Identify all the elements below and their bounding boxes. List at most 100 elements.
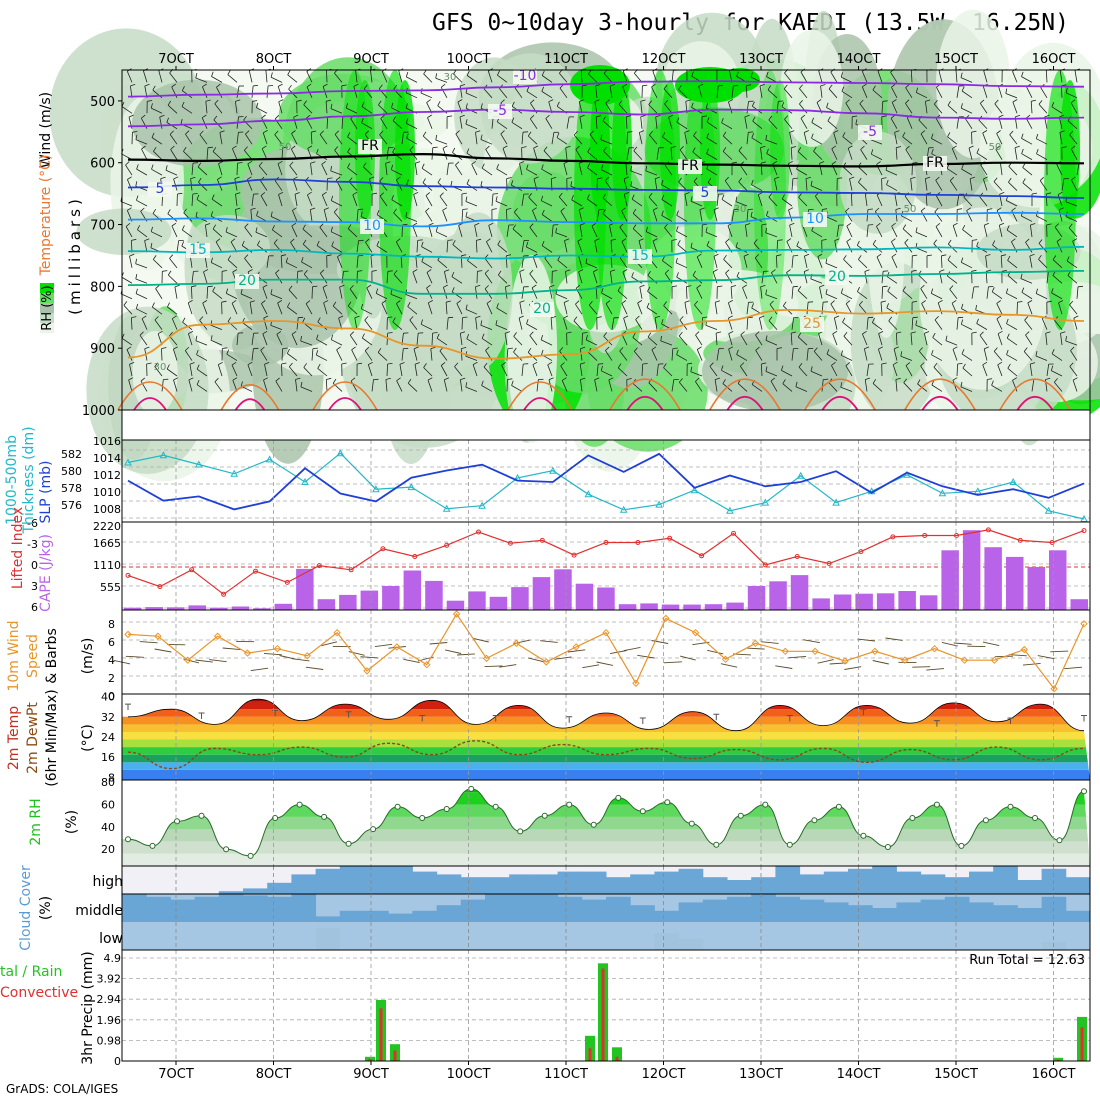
- upper-wind-barb: [531, 287, 538, 299]
- upper-wind-barb: [765, 371, 778, 377]
- upper-wind-barb-feather: [621, 300, 627, 304]
- cloud-cell: [218, 891, 244, 894]
- upper-wind-barb-feather: [1065, 87, 1068, 93]
- upper-wind-barb: [701, 317, 703, 330]
- upper-wind-barb: [619, 257, 628, 269]
- upper-wind-barb: [413, 194, 418, 207]
- slp-line: [127, 452, 1085, 511]
- upper-wind-barb: [354, 317, 358, 330]
- upper-wind-barb-feather: [1031, 99, 1037, 102]
- wind10m-point: [960, 656, 969, 664]
- precip-panel: 4.93.922.941.960.980: [97, 952, 1090, 1068]
- wind10m-barb: [250, 667, 269, 672]
- upper-wind-barb-feather: [991, 380, 994, 386]
- upper-wind-barb: [497, 74, 508, 83]
- isotherm-label-bg: [800, 317, 824, 332]
- upper-wind-barb: [497, 244, 508, 253]
- thick-tick: 578: [61, 482, 82, 495]
- upper-wind-barb: [610, 255, 613, 268]
- upper-wind-barb-feather: [602, 193, 606, 199]
- upper-wind-barb-feather: [1044, 114, 1050, 118]
- upper-wind-barb: [521, 364, 524, 377]
- upper-wind-barb-feather: [529, 331, 534, 336]
- wind10m-point: [184, 656, 192, 664]
- upper-wind-barb-feather: [376, 241, 380, 246]
- upper-wind-barb: [251, 85, 254, 98]
- upper-wind-barb: [431, 333, 433, 346]
- upper-wind-barb-feather: [218, 361, 223, 365]
- upper-wind-barb: [519, 163, 523, 176]
- upper-wind-barb-feather: [931, 349, 934, 355]
- temp-minmax-marker: [1081, 715, 1087, 722]
- upper-wind-barb-feather: [288, 84, 292, 90]
- upper-wind-barb-feather: [735, 196, 738, 202]
- upper-wind-barb-feather: [751, 179, 754, 185]
- upper-wind-barb-feather: [813, 347, 818, 352]
- upper-wind-barb: [392, 321, 403, 330]
- upper-wind-barb: [181, 106, 193, 114]
- upper-wind-barb: [745, 85, 748, 98]
- upper-wind-barb-feather: [675, 257, 678, 263]
- upper-wind-barb: [386, 271, 389, 284]
- thickness-point: [761, 498, 770, 506]
- cloud-cell: [1041, 868, 1067, 894]
- upper-wind-barb: [784, 119, 793, 129]
- upper-wind-barb-feather: [969, 176, 975, 180]
- wind10m-point: [124, 630, 132, 639]
- upper-wind-barb-feather: [791, 331, 797, 334]
- cape-bar: [1049, 550, 1067, 610]
- wind10m-point: [930, 644, 939, 653]
- upper-wind-barb-feather: [140, 377, 146, 382]
- upper-wind-barb-feather: [713, 207, 719, 211]
- isotherm-label: 20: [235, 273, 259, 289]
- upper-wind-barb: [439, 196, 448, 207]
- upper-wind-barb-feather: [390, 164, 394, 170]
- upper-wind-barb-feather: [880, 300, 886, 303]
- upper-wind-barb-feather: [350, 377, 356, 382]
- upper-wind-barb: [511, 121, 523, 130]
- upper-wind-barb-feather: [234, 176, 240, 180]
- upper-wind-barb-feather: [270, 289, 273, 295]
- upper-wind-barb: [526, 323, 538, 330]
- upper-wind-barb-feather: [960, 72, 963, 78]
- upper-wind-barb: [499, 88, 508, 99]
- cape-bar: [231, 606, 250, 610]
- upper-wind-barb: [610, 271, 613, 284]
- upper-wind-barb: [603, 336, 613, 346]
- upper-wind-barb-feather: [563, 315, 569, 319]
- upper-wind-barb-feather: [496, 303, 499, 309]
- upper-wind-barb-feather: [690, 196, 693, 202]
- upper-wind-barb: [1014, 147, 1018, 160]
- upper-wind-barb-feather: [1066, 256, 1070, 262]
- upper-wind-barb: [891, 241, 898, 253]
- thickness-point: [903, 470, 911, 478]
- upper-wind-barb-feather: [784, 115, 789, 120]
- upper-wind-barb-feather: [227, 255, 232, 261]
- upper-wind-barb: [401, 224, 403, 237]
- upper-wind-barb: [892, 364, 898, 377]
- upper-wind-barb: [466, 75, 478, 83]
- upper-wind-barb-feather: [743, 253, 749, 257]
- upper-wind-barb: [1006, 292, 1018, 300]
- upper-wind-barb-feather: [1007, 255, 1011, 261]
- upper-wind-barb-feather: [765, 289, 768, 295]
- upper-wind-barb: [600, 139, 613, 145]
- upper-wind-barb: [690, 200, 703, 207]
- upper-wind-barb: [243, 150, 253, 160]
- upper-wind-barb: [721, 199, 733, 207]
- precip-legend-total: tal / Rain: [0, 964, 62, 980]
- upper-wind-barb: [910, 70, 913, 83]
- cloud-cell: [388, 866, 413, 894]
- upper-wind-barb-feather: [999, 222, 1005, 226]
- wind-tick: 8: [108, 618, 115, 631]
- upper-wind-barb: [769, 304, 778, 315]
- li-point: [699, 553, 705, 559]
- upper-wind-barb-feather: [714, 377, 721, 380]
- upper-wind-barb: [684, 132, 688, 145]
- upper-wind-barb-feather: [933, 239, 938, 244]
- li-point: [284, 579, 290, 585]
- upper-wind-barb: [475, 317, 478, 330]
- upper-wind-barb: [811, 137, 823, 145]
- upper-wind-barb: [1070, 102, 1078, 114]
- upper-wind-barb-feather: [1029, 253, 1035, 257]
